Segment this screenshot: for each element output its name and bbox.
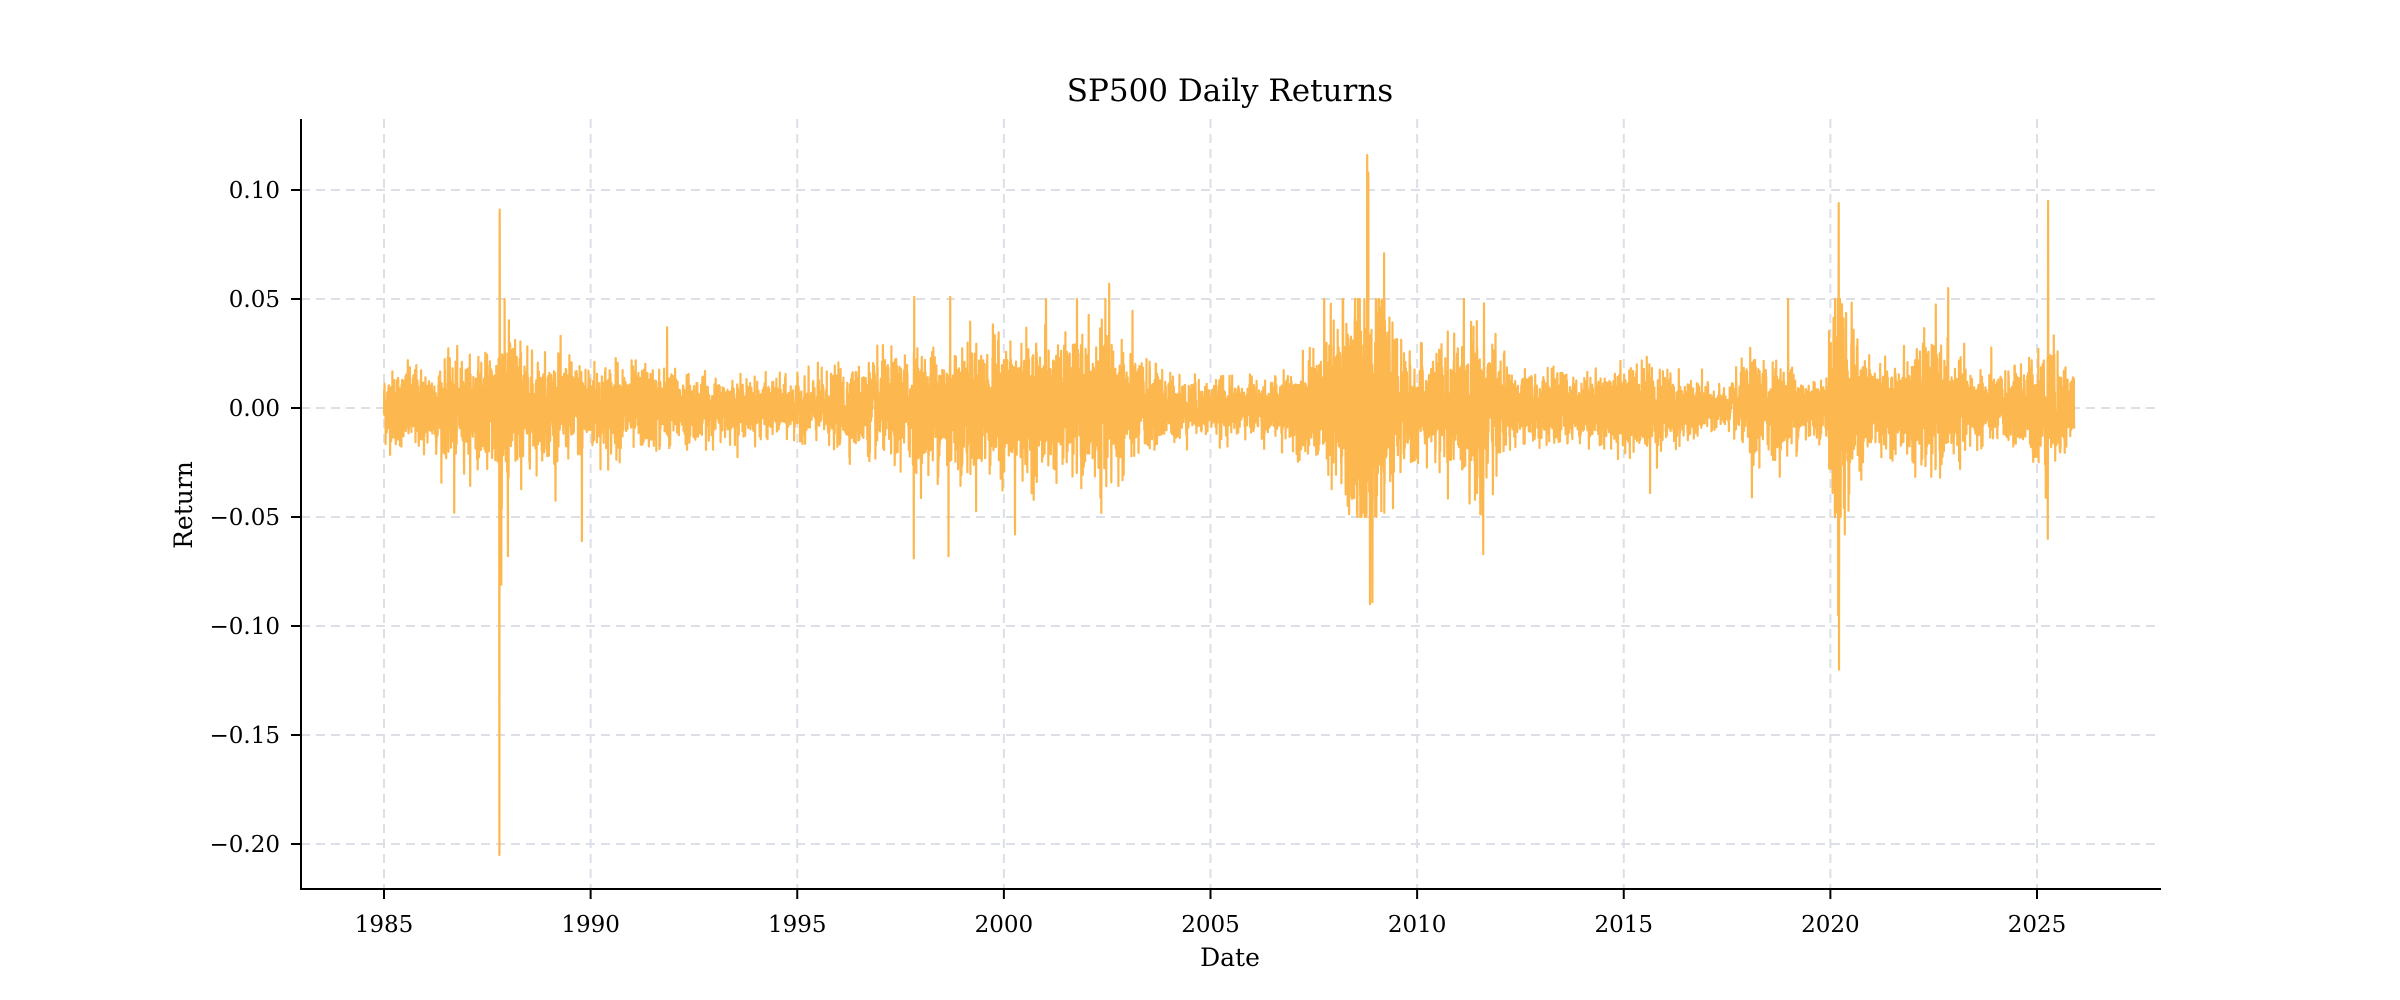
grid-lines (301, 119, 2160, 889)
x-tick-label: 2010 (1388, 912, 1447, 938)
axes (300, 119, 2161, 890)
y-tick-label: −0.05 (210, 505, 280, 531)
x-tick-label: 2005 (1181, 912, 1240, 938)
x-tick-label: 1995 (768, 912, 827, 938)
y-tick-label: −0.10 (210, 614, 280, 640)
x-axis-ticks: 1985 1990 1995 2000 2005 2010 2015 2020 2025 (355, 889, 2067, 938)
x-tick-label: 2020 (1801, 912, 1860, 938)
return-series-line (382, 154, 2076, 856)
y-tick-label: 0.00 (229, 396, 280, 422)
x-tick-label: 2025 (2008, 912, 2067, 938)
x-tick-label: 2015 (1594, 912, 1653, 938)
x-tick-label: 1990 (561, 912, 620, 938)
x-tick-label: 1985 (355, 912, 414, 938)
chart-title: SP500 Daily Returns (1067, 73, 1393, 109)
y-tick-label: 0.10 (229, 178, 280, 204)
y-tick-label: −0.15 (210, 723, 280, 749)
return-line-path (382, 154, 2076, 856)
y-tick-label: 0.05 (229, 287, 280, 313)
x-axis-label: Date (1200, 943, 1260, 972)
y-tick-label: −0.20 (210, 832, 280, 858)
y-axis-ticks: 0.10 0.05 0.00 −0.05 −0.10 −0.15 −0.20 (210, 178, 301, 858)
y-axis-label: Return (169, 461, 198, 549)
x-tick-label: 2000 (975, 912, 1034, 938)
